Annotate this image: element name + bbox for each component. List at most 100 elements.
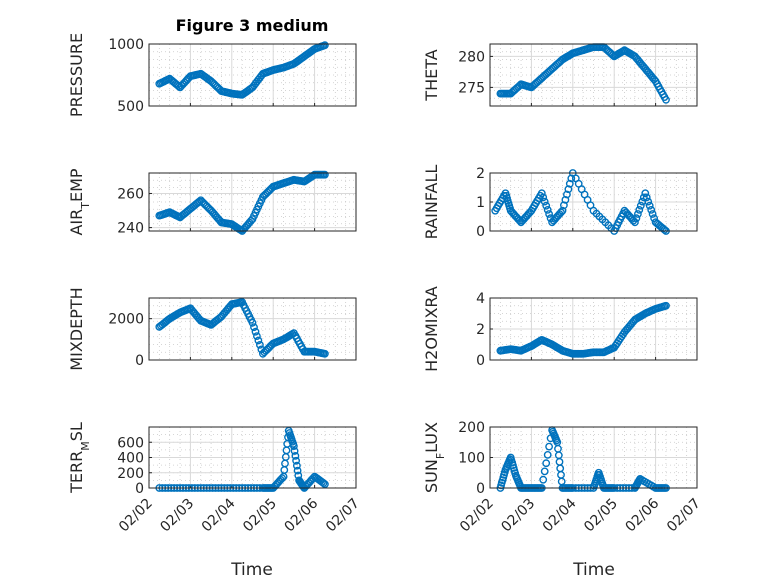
data-point	[542, 201, 551, 210]
y-tick-label: 0	[476, 353, 485, 369]
y-tick-label: 600	[117, 435, 144, 451]
data-point	[542, 459, 551, 468]
y-tick-label: 1	[476, 195, 485, 211]
data-point	[662, 95, 670, 104]
subplot-mixdepth: 0 2000 MIXDEPTH	[67, 287, 357, 371]
axes-frame	[148, 172, 357, 232]
data-point	[540, 197, 549, 206]
x-tick-label: 02/07	[664, 496, 704, 536]
data-point	[636, 201, 645, 210]
x-tick-label: 02/04	[540, 495, 580, 535]
data-point	[291, 451, 300, 460]
data-point	[320, 170, 329, 179]
subplot-sun-flux: 02/02 02/03 02/04 02/05 02/06 02/07 0 100 200 SUN…	[422, 420, 704, 535]
y-tick-label: 240	[117, 221, 144, 237]
y-axis-label: THETA	[422, 49, 441, 101]
data-point	[660, 225, 669, 234]
y-axis-label: AIRTEMP	[67, 168, 92, 235]
data-point	[634, 210, 642, 218]
subplot-h2omixra: 0 2 4 H2OMIXRA	[422, 286, 698, 372]
data-point	[292, 461, 301, 470]
x-tick-label: 02/05	[581, 496, 621, 536]
data-point	[563, 190, 571, 199]
y-tick-label: 0	[476, 224, 485, 240]
data-point	[558, 206, 567, 215]
data-point	[631, 218, 639, 227]
y-tick-label: 0	[135, 481, 144, 497]
x-tick-label: 02/04	[199, 495, 239, 535]
data-point	[252, 332, 261, 340]
x-tick-label: 02/02	[116, 496, 156, 536]
y-axis-label: TERRMSL	[67, 422, 92, 494]
data-point	[174, 82, 183, 91]
data-point	[539, 193, 548, 202]
x-axis-label-left: Time	[230, 560, 273, 580]
data-point	[251, 327, 260, 336]
data-point	[545, 442, 553, 451]
y-axis-label: MIXDEPTH	[67, 287, 86, 370]
data-point	[248, 318, 257, 327]
subplot-theta: 275 280 THETA	[422, 43, 698, 107]
subplot-terr-msl: 02/02 02/03 02/04 02/05 02/06 02/07 0200400600…	[67, 422, 363, 535]
data-point	[644, 197, 653, 206]
data-point	[319, 479, 328, 487]
axes-frame	[489, 43, 698, 107]
x-tick-label: 02/06	[623, 495, 663, 535]
data-point	[278, 474, 286, 483]
data-point	[645, 201, 654, 210]
x-tick-label: 02/06	[282, 495, 322, 535]
data-point	[545, 210, 553, 218]
axes-frame	[148, 43, 357, 107]
axes-frame	[489, 297, 698, 361]
data-point	[543, 205, 552, 214]
data-point	[647, 205, 656, 214]
data-point	[543, 450, 552, 459]
x-axis-label-right: Time	[572, 560, 615, 580]
x-tick-label: 02/05	[240, 496, 280, 536]
y-tick-label: 2	[476, 322, 485, 338]
data-point	[639, 193, 648, 202]
data-point	[320, 349, 329, 358]
data-point	[515, 216, 524, 225]
x-tick-label: 02/02	[457, 496, 497, 536]
y-tick-label: 260	[117, 186, 144, 202]
data-point	[635, 205, 644, 214]
y-axis-label: H2OMIXRA	[422, 286, 441, 372]
data-point	[648, 210, 657, 218]
data-point	[540, 467, 549, 476]
y-axis-label: RAINFALL	[422, 165, 441, 240]
data-point	[539, 475, 548, 484]
figure-title: Figure 3 medium	[176, 16, 329, 35]
data-point	[564, 185, 573, 194]
data-point	[537, 189, 546, 198]
data-point	[292, 456, 300, 465]
x-tick-label: 02/03	[498, 496, 538, 536]
y-tick-label: 200	[458, 420, 485, 436]
data-point	[255, 340, 264, 349]
y-tick-label: 2000	[108, 312, 144, 328]
data-point	[293, 466, 302, 475]
y-tick-label: 0	[476, 481, 485, 497]
subplot-pressure: 500 1000 PRESSURE	[67, 33, 357, 117]
y-tick-label: 500	[117, 99, 144, 115]
x-tick-label: 02/07	[323, 496, 363, 536]
subplot-air-temp: 240 260 AIRTEMP	[67, 168, 357, 237]
data-point	[557, 208, 565, 217]
data-point	[250, 323, 258, 332]
y-tick-label: 400	[117, 451, 144, 467]
data-point	[632, 214, 641, 223]
data-point	[642, 193, 651, 202]
axes-frame	[489, 172, 698, 232]
data-point	[320, 480, 329, 489]
data-point	[320, 41, 329, 50]
y-axis-label: PRESSURE	[67, 33, 86, 117]
y-tick-label: 0	[135, 353, 144, 369]
data-point	[254, 336, 263, 345]
data-point	[290, 447, 299, 455]
y-tick-label: 100	[458, 451, 485, 467]
data-point	[641, 189, 650, 198]
data-point	[195, 197, 204, 206]
y-tick-label: 4	[476, 291, 485, 307]
